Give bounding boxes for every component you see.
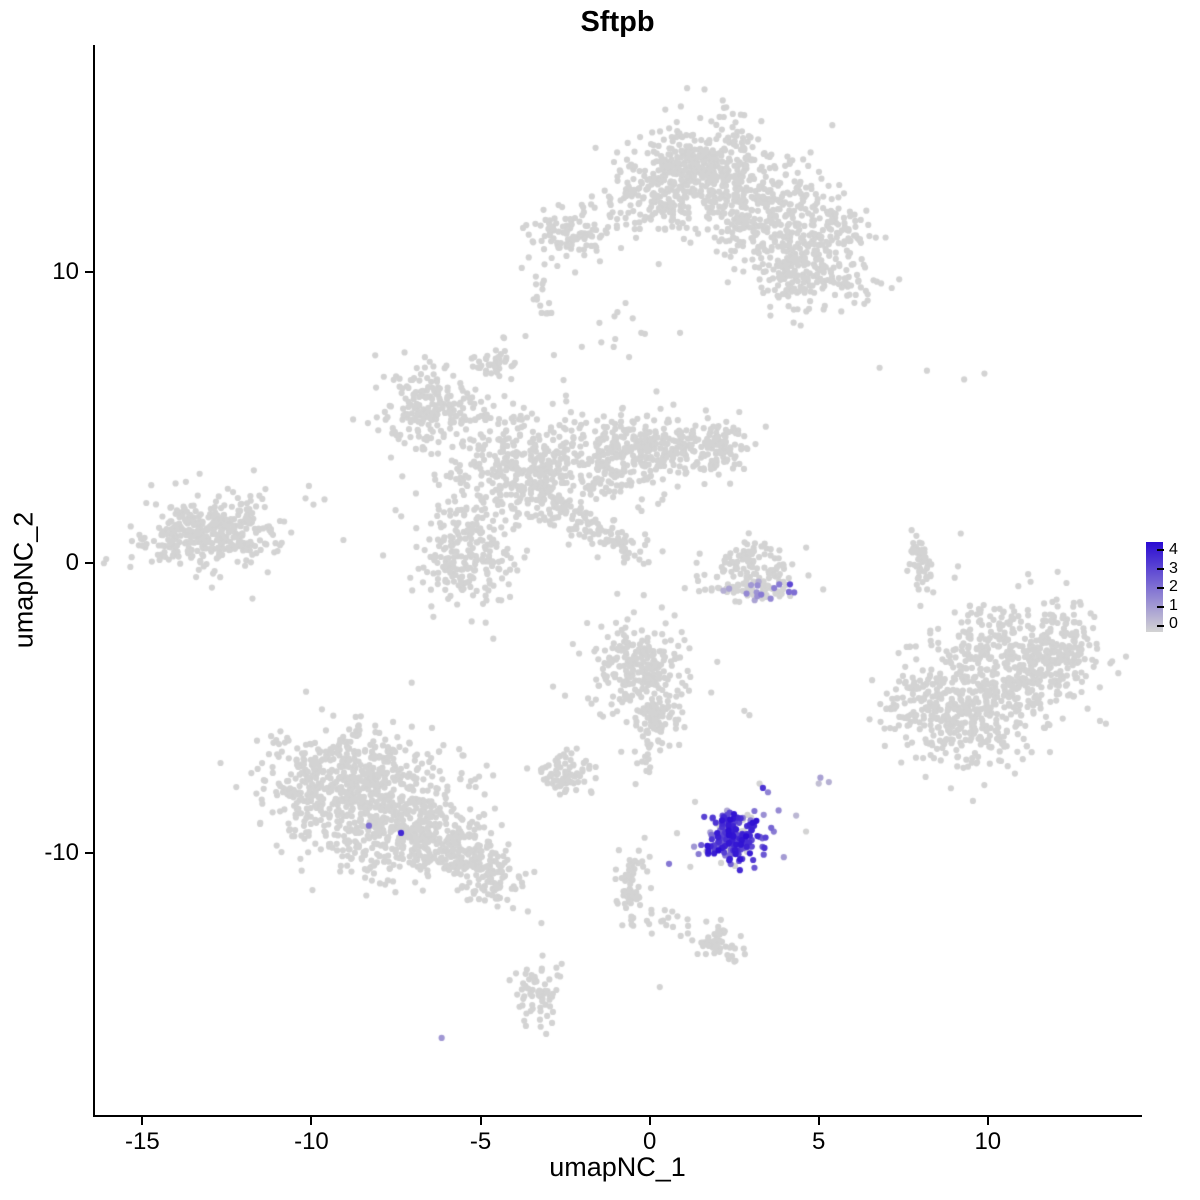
colorbar-legend: 4 3 2 1 0 xyxy=(1146,542,1200,638)
y-axis-line xyxy=(93,45,95,1117)
y-tick-mark xyxy=(85,561,93,564)
plot-title: Sftpb xyxy=(580,6,655,38)
x-tick-mark xyxy=(817,1117,820,1125)
plot-area xyxy=(95,45,1140,1115)
x-tick-mark xyxy=(648,1117,651,1125)
colorbar-tick-label: 0 xyxy=(1169,615,1178,632)
colorbar-tick-label: 2 xyxy=(1169,578,1178,595)
x-tick-mark xyxy=(479,1117,482,1125)
y-tick-mark xyxy=(85,852,93,855)
colorbar-tick-mark xyxy=(1157,549,1164,551)
x-tick-mark xyxy=(310,1117,313,1125)
x-tick-mark xyxy=(986,1117,989,1125)
colorbar-tick-mark xyxy=(1157,568,1164,570)
x-axis-line xyxy=(93,1115,1142,1117)
colorbar-tick-label: 3 xyxy=(1169,559,1178,577)
colorbar-tick-label: 1 xyxy=(1169,596,1178,614)
colorbar-gradient xyxy=(1146,542,1163,632)
y-tick-label: 10 xyxy=(52,257,79,285)
colorbar-tick-label: 4 xyxy=(1169,541,1178,558)
x-tick-mark xyxy=(141,1117,144,1125)
colorbar-tick-mark xyxy=(1157,625,1164,627)
y-tick-mark xyxy=(85,270,93,273)
y-axis-label: umapNC_2 xyxy=(8,511,39,649)
colorbar-tick-mark xyxy=(1157,587,1164,589)
y-tick-label: -10 xyxy=(44,839,79,867)
colorbar-tick-mark xyxy=(1157,606,1164,608)
y-tick-label: 0 xyxy=(65,548,79,576)
x-axis-label: umapNC_1 xyxy=(549,1152,686,1182)
colorbar-labels: 4 3 2 1 0 xyxy=(1169,542,1178,632)
